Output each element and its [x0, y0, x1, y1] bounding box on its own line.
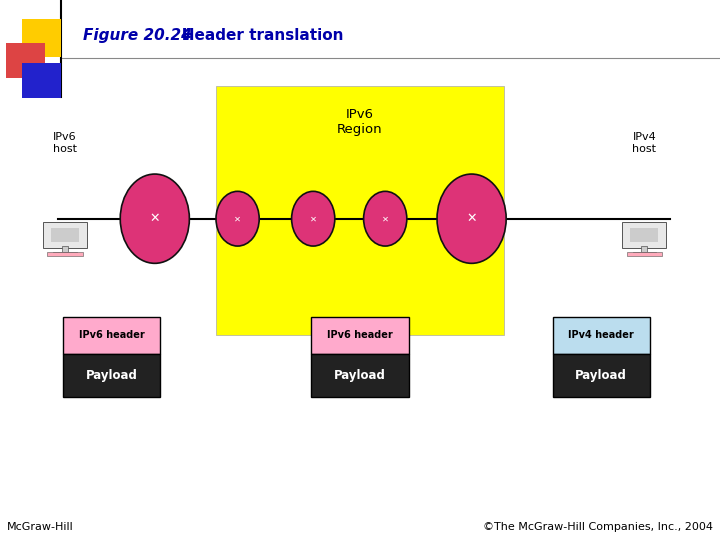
Text: Header translation: Header translation	[166, 28, 343, 43]
FancyBboxPatch shape	[633, 252, 657, 254]
Text: Payload: Payload	[334, 369, 386, 382]
Text: ✕: ✕	[150, 212, 160, 225]
Text: McGraw-Hill: McGraw-Hill	[7, 522, 74, 532]
FancyBboxPatch shape	[642, 246, 647, 252]
Text: ©The McGraw-Hill Companies, Inc., 2004: ©The McGraw-Hill Companies, Inc., 2004	[483, 522, 713, 532]
FancyBboxPatch shape	[47, 252, 83, 256]
Text: ✕: ✕	[310, 214, 317, 223]
Text: IPv4 header: IPv4 header	[568, 330, 634, 340]
FancyBboxPatch shape	[311, 354, 409, 397]
Text: IPv6 header: IPv6 header	[78, 330, 145, 340]
FancyBboxPatch shape	[43, 222, 86, 248]
FancyBboxPatch shape	[553, 354, 649, 397]
FancyBboxPatch shape	[631, 228, 659, 242]
Text: ✕: ✕	[234, 214, 241, 223]
Text: IPv6 header: IPv6 header	[327, 330, 393, 340]
FancyBboxPatch shape	[63, 317, 160, 354]
Ellipse shape	[120, 174, 189, 264]
Ellipse shape	[292, 191, 335, 246]
FancyBboxPatch shape	[53, 252, 76, 254]
Text: Payload: Payload	[575, 369, 627, 382]
Text: ✕: ✕	[467, 212, 477, 225]
Ellipse shape	[216, 191, 259, 246]
Text: IPv6
Region: IPv6 Region	[337, 108, 383, 136]
FancyBboxPatch shape	[216, 86, 504, 335]
Text: Figure 20.24: Figure 20.24	[83, 28, 192, 43]
FancyBboxPatch shape	[553, 317, 649, 354]
Text: ✕: ✕	[382, 214, 389, 223]
FancyBboxPatch shape	[50, 228, 79, 242]
FancyBboxPatch shape	[62, 246, 68, 252]
Text: IPv6
host: IPv6 host	[53, 132, 77, 154]
Text: IPv4
host: IPv4 host	[632, 132, 657, 154]
FancyBboxPatch shape	[63, 354, 160, 397]
Text: Payload: Payload	[86, 369, 138, 382]
Ellipse shape	[364, 191, 407, 246]
FancyBboxPatch shape	[623, 222, 667, 248]
FancyBboxPatch shape	[626, 252, 662, 256]
Ellipse shape	[437, 174, 506, 264]
FancyBboxPatch shape	[311, 317, 409, 354]
